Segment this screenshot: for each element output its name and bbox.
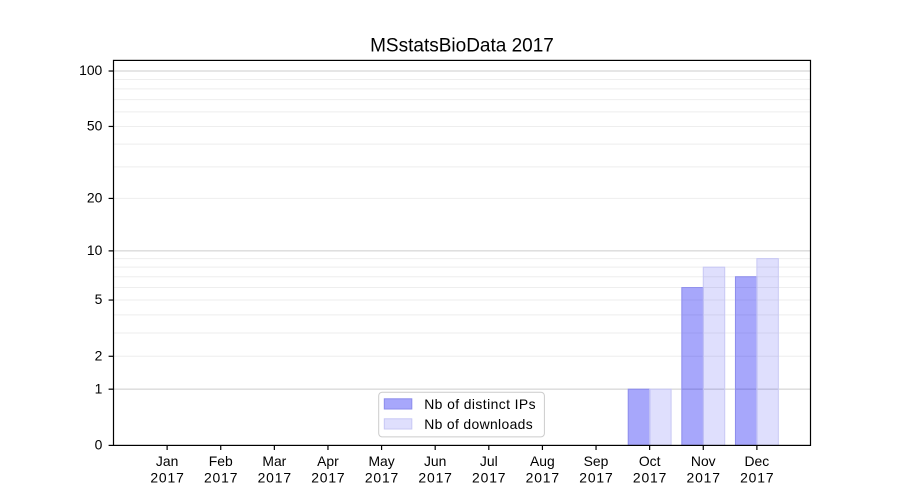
svg-text:2017: 2017 [579, 470, 613, 486]
svg-text:Jul: Jul [480, 453, 498, 469]
svg-text:2017: 2017 [150, 470, 184, 486]
svg-text:2017: 2017 [740, 470, 774, 486]
svg-text:10: 10 [87, 242, 103, 258]
svg-text:5: 5 [95, 291, 103, 307]
svg-text:May: May [368, 453, 394, 469]
svg-text:2017: 2017 [204, 470, 238, 486]
svg-text:Oct: Oct [639, 453, 661, 469]
svg-text:Mar: Mar [262, 453, 286, 469]
svg-text:2017: 2017 [365, 470, 399, 486]
svg-text:Feb: Feb [209, 453, 233, 469]
svg-text:50: 50 [87, 118, 103, 134]
svg-text:Dec: Dec [745, 453, 770, 469]
svg-text:2017: 2017 [687, 470, 721, 486]
svg-text:Nb of downloads: Nb of downloads [424, 416, 533, 432]
svg-text:2: 2 [95, 347, 103, 363]
svg-text:Apr: Apr [317, 453, 339, 469]
svg-text:20: 20 [87, 190, 103, 206]
svg-text:Aug: Aug [530, 453, 555, 469]
svg-text:Nb of distinct IPs: Nb of distinct IPs [424, 396, 536, 412]
svg-text:0: 0 [95, 437, 103, 453]
svg-text:2017: 2017 [418, 470, 452, 486]
svg-text:2017: 2017 [633, 470, 667, 486]
svg-text:2017: 2017 [311, 470, 345, 486]
svg-text:Sep: Sep [584, 453, 609, 469]
svg-text:1: 1 [95, 380, 103, 396]
svg-text:Jun: Jun [424, 453, 446, 469]
svg-text:MSstatsBioData 2017: MSstatsBioData 2017 [370, 35, 554, 56]
svg-text:2017: 2017 [472, 470, 506, 486]
svg-text:100: 100 [79, 62, 102, 78]
svg-text:Nov: Nov [691, 453, 716, 469]
svg-text:2017: 2017 [526, 470, 560, 486]
svg-text:Jan: Jan [156, 453, 178, 469]
svg-text:2017: 2017 [258, 470, 292, 486]
